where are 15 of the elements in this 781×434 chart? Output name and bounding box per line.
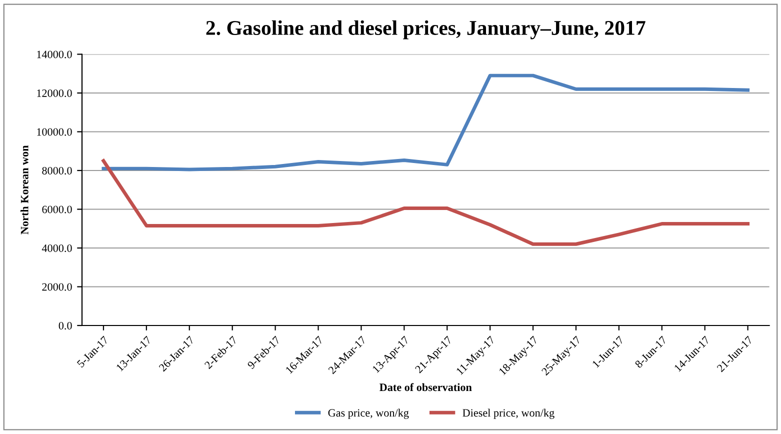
x-axis-title: Date of observation [380,383,472,392]
y-tick-label: 14000.0 [37,50,72,58]
chart-title: 2. Gasoline and diesel prices, January–June, 2017 [206,20,646,40]
y-tick-label: 0.0 [58,322,72,330]
y-tick-label: 8000.0 [42,166,72,175]
y-tick-label: 10000.0 [37,128,72,136]
y-tick-label: 4000.0 [42,244,72,252]
line-series [102,159,750,246]
y-tick-label: 12000.0 [37,89,72,98]
line-series [102,74,750,172]
y-axis-title: North Korean won [20,145,28,234]
y-tick-label: 2000.0 [42,283,72,291]
legend-label: Gas price, won/kg [328,408,409,419]
legend-label: Diesel price, won/kg [462,408,554,419]
y-tick-label: 6000.0 [42,206,72,214]
